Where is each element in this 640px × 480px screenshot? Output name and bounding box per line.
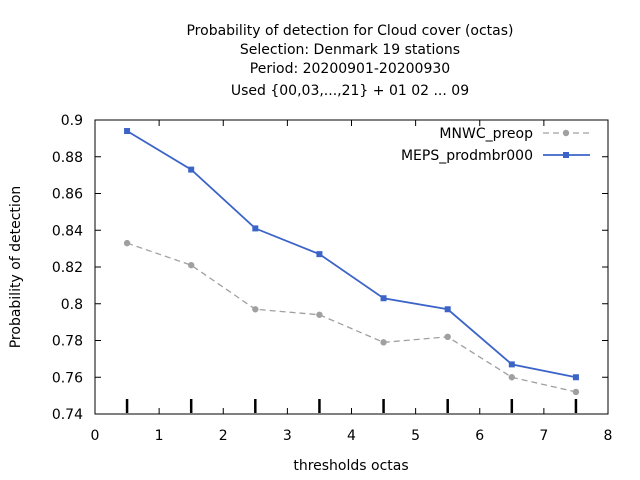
data-point bbox=[252, 225, 259, 232]
x-tick-label: 0 bbox=[91, 428, 100, 444]
x-axis: 0 1 2 3 4 5 6 7 8 bbox=[91, 120, 613, 444]
legend: MNWC_preop MEPS_prodmbr000 bbox=[401, 126, 590, 164]
x-tick-label: 7 bbox=[539, 428, 548, 444]
y-tick-label: 0.9 bbox=[61, 113, 83, 129]
series-MNWC_preop bbox=[123, 239, 580, 396]
x-axis-label: thresholds octas bbox=[293, 458, 408, 474]
data-point bbox=[380, 295, 387, 302]
y-tick-label: 0.8 bbox=[61, 297, 83, 313]
x-tick-label: 5 bbox=[411, 428, 420, 444]
data-point bbox=[444, 333, 451, 341]
data-point bbox=[508, 361, 515, 368]
x-tick-label: 2 bbox=[219, 428, 228, 444]
title-line-1: Probability of detection for Cloud cover… bbox=[186, 23, 513, 39]
data-point bbox=[316, 311, 323, 318]
series-line bbox=[126, 242, 577, 393]
x-tick-label: 6 bbox=[475, 428, 484, 444]
data-point bbox=[572, 388, 580, 396]
data-point bbox=[444, 306, 451, 313]
y-axis-label: Probability of detection bbox=[8, 186, 24, 349]
legend-marker bbox=[562, 129, 570, 137]
legend-label: MEPS_prodmbr000 bbox=[401, 148, 533, 164]
y-tick-label: 0.88 bbox=[52, 150, 83, 166]
plot-frame bbox=[94, 119, 609, 415]
series-line bbox=[126, 130, 577, 379]
y-tick-label: 0.76 bbox=[52, 370, 83, 386]
threshold-markers bbox=[125, 399, 578, 413]
series-layer bbox=[123, 128, 580, 396]
y-tick-label: 0.86 bbox=[52, 187, 83, 203]
y-tick-label: 0.84 bbox=[52, 223, 83, 239]
data-point bbox=[508, 374, 516, 381]
title-line-2: Selection: Denmark 19 stations bbox=[240, 42, 460, 58]
x-tick-label: 3 bbox=[283, 428, 292, 444]
series-MEPS_prodmbr000 bbox=[124, 128, 579, 381]
data-point bbox=[123, 239, 131, 247]
x-tick-label: 8 bbox=[604, 428, 613, 444]
data-point bbox=[380, 339, 387, 346]
data-point bbox=[316, 251, 323, 258]
x-tick-label: 4 bbox=[347, 428, 356, 444]
data-point bbox=[188, 166, 195, 173]
y-tick-label: 0.78 bbox=[52, 334, 83, 350]
data-point bbox=[252, 306, 259, 313]
y-tick-label: 0.74 bbox=[52, 407, 83, 423]
x-tick-label: 1 bbox=[155, 428, 164, 444]
y-axis: 0.74 0.76 0.78 0.8 0.82 0.84 0.86 0.88 0.9 bbox=[52, 113, 608, 423]
y-tick-label: 0.82 bbox=[52, 260, 83, 276]
legend-label: MNWC_preop bbox=[439, 126, 533, 142]
chart-title: Probability of detection for Cloud cover… bbox=[186, 23, 513, 99]
data-point bbox=[572, 374, 579, 381]
title-line-3: Period: 20200901-20200930 bbox=[250, 61, 450, 77]
data-point bbox=[124, 128, 131, 135]
legend-marker bbox=[563, 152, 569, 158]
data-point bbox=[187, 261, 195, 269]
title-line-4: Used {00,03,...,21} + 01 02 ... 09 bbox=[231, 83, 469, 99]
